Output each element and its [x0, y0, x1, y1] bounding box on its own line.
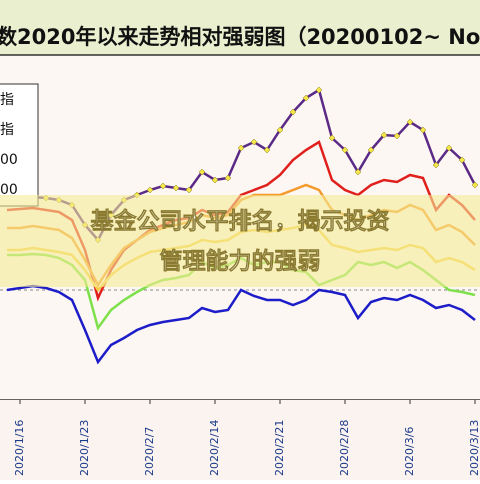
point-marker	[406, 118, 414, 126]
legend-label: 00	[0, 182, 18, 198]
overlay-text: 基金公司水平排名，揭示投资	[91, 208, 390, 235]
point-marker	[198, 168, 206, 176]
legend-label: 00	[0, 152, 18, 168]
point-marker	[146, 186, 154, 194]
legend	[0, 83, 39, 207]
point-marker	[211, 176, 219, 184]
legend-label: 指	[0, 122, 14, 138]
point-marker	[380, 131, 388, 139]
point-marker	[341, 146, 349, 154]
x-axis-area	[0, 400, 480, 480]
point-marker	[302, 94, 310, 102]
point-marker	[354, 168, 362, 176]
x-tick-label: 2020/3/13	[468, 420, 480, 476]
point-marker	[445, 144, 453, 152]
point-marker	[471, 181, 479, 189]
overlay-band	[0, 195, 480, 287]
series-line	[6, 284, 476, 365]
point-marker	[263, 146, 271, 154]
x-tick-label: 2020/3/6	[403, 427, 416, 476]
point-marker	[224, 174, 232, 182]
point-marker	[393, 132, 401, 140]
x-tick-label: 2020/2/14	[208, 420, 221, 476]
x-tick-label: 2020/1/16	[13, 420, 26, 476]
point-marker	[237, 144, 245, 152]
point-marker	[159, 182, 167, 190]
x-tick-label: 2020/1/23	[78, 420, 91, 476]
point-marker	[419, 126, 427, 134]
point-marker	[315, 86, 323, 94]
point-marker	[367, 146, 375, 154]
point-marker	[289, 108, 297, 116]
x-tick-label: 2020/2/7	[143, 427, 156, 476]
overlay-text: 管理能力的强弱	[160, 248, 321, 275]
point-marker	[328, 134, 336, 142]
x-tick-label: 2020/2/21	[273, 420, 286, 476]
point-marker	[250, 138, 258, 146]
point-marker	[432, 161, 440, 169]
point-marker	[185, 186, 193, 194]
legend-label: 指	[0, 92, 14, 108]
x-tick-label: 2020/2/28	[338, 420, 351, 476]
point-marker	[458, 156, 466, 164]
chart-title: 数2020年以来走势相对强弱图（20200102~ No	[0, 25, 480, 49]
point-marker	[172, 184, 180, 192]
point-marker	[276, 126, 284, 134]
